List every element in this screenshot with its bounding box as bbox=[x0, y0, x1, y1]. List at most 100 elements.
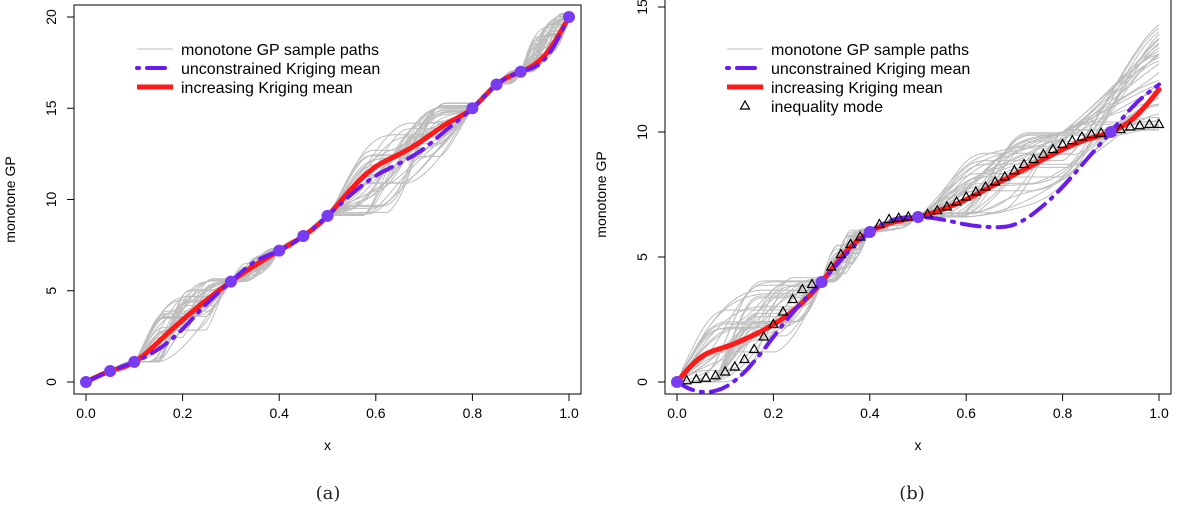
x-tick-label: 0.8 bbox=[1053, 405, 1073, 421]
observation-point bbox=[490, 78, 503, 91]
y-tick-label: 0 bbox=[634, 378, 650, 386]
inequality-mode-marker bbox=[1153, 118, 1165, 129]
inequality-mode-marker bbox=[690, 373, 702, 384]
observation-point bbox=[80, 376, 92, 388]
observation-point bbox=[563, 11, 575, 23]
y-tick-label: 5 bbox=[634, 253, 650, 261]
sample-path bbox=[676, 126, 1159, 383]
x-tick-label: 0.2 bbox=[173, 405, 193, 421]
inequality-mode-marker bbox=[796, 283, 808, 294]
observation-point bbox=[671, 376, 683, 388]
inequality-mode-marker bbox=[1143, 118, 1155, 129]
y-axis: 0 5 10 15 20 bbox=[43, 9, 75, 386]
legend-label: monotone GP sample paths bbox=[181, 42, 379, 59]
x-tick-label: 1.0 bbox=[559, 405, 579, 421]
inequality-mode-marker bbox=[1018, 158, 1030, 169]
observation-point bbox=[224, 275, 237, 288]
observation-point bbox=[815, 276, 828, 288]
inequality-mode-marker bbox=[758, 330, 770, 341]
inequality-mode-marker bbox=[873, 218, 885, 229]
inequality-mode-marker bbox=[806, 278, 818, 289]
y-tick-label: 15 bbox=[43, 100, 59, 116]
inequality-mode-marker bbox=[854, 230, 866, 241]
panel-a: 0.0 0.2 0.4 0.6 0.8 1.0 x 0 5 10 15 20 monotone GP mo… bbox=[2, 4, 582, 504]
inequality-mode-marker bbox=[738, 353, 751, 364]
inequality-mode-marker bbox=[979, 180, 992, 191]
legend-label: increasing Kriging mean bbox=[771, 80, 943, 97]
inequality-mode-marker bbox=[883, 213, 895, 224]
inequality-mode-marker bbox=[922, 208, 934, 219]
x-axis-label: x bbox=[324, 437, 331, 453]
inequality-mode-marker bbox=[1085, 128, 1098, 139]
y-axis-label: monotone GP bbox=[2, 156, 18, 242]
x-axis: 0.0 0.2 0.4 0.6 0.8 1.0 bbox=[667, 393, 1169, 421]
inequality-mode-marker bbox=[970, 185, 982, 196]
legend-label: increasing Kriging mean bbox=[181, 80, 353, 97]
observation-points bbox=[671, 126, 1117, 388]
inequality-mode-marker bbox=[1028, 153, 1040, 164]
x-tick-label: 0.6 bbox=[956, 405, 976, 421]
inequality-mode-marker bbox=[1066, 134, 1078, 145]
inequality-mode-markers bbox=[671, 118, 1165, 386]
x-tick-label: 0.4 bbox=[860, 405, 880, 421]
inequality-mode-marker bbox=[1124, 120, 1136, 131]
inequality-mode-marker bbox=[729, 360, 741, 371]
x-tick-label: 0.0 bbox=[667, 405, 687, 421]
inequality-mode-marker bbox=[767, 318, 779, 329]
caption-a: (a) bbox=[315, 483, 341, 504]
observation-point bbox=[273, 244, 286, 257]
inequality-mode-marker bbox=[931, 204, 943, 215]
inequality-mode-marker bbox=[710, 369, 722, 380]
y-axis-label: monotone GP bbox=[593, 151, 609, 237]
y-tick-label: 0 bbox=[43, 378, 59, 386]
y-axis: 0 5 10 15 bbox=[634, 0, 666, 386]
y-tick-label: 10 bbox=[43, 192, 59, 208]
inequality-mode-marker bbox=[825, 260, 837, 271]
inequality-mode-marker bbox=[1047, 143, 1059, 154]
x-axis-label: x bbox=[915, 437, 922, 453]
inequality-mode-marker bbox=[1095, 127, 1107, 137]
inequality-mode-marker bbox=[700, 372, 712, 382]
x-tick-label: 0.6 bbox=[366, 405, 386, 421]
observation-points bbox=[80, 11, 575, 388]
inequality-mode-marker bbox=[951, 195, 963, 206]
panel-b: 0.0 0.2 0.4 0.6 0.8 1.0 x 0 5 10 15 monotone GP mono… bbox=[592, 0, 1183, 520]
sample-path bbox=[676, 124, 1160, 383]
y-tick-label: 20 bbox=[43, 9, 59, 25]
x-tick-label: 0.4 bbox=[269, 405, 289, 421]
inequality-mode-marker bbox=[999, 170, 1011, 181]
inequality-mode-marker bbox=[1114, 123, 1126, 134]
y-tick-label: 15 bbox=[634, 0, 650, 15]
x-tick-label: 1.0 bbox=[1149, 405, 1169, 421]
x-axis: 0.0 0.2 0.4 0.6 0.8 1.0 bbox=[76, 393, 579, 421]
legend-label: unconstrained Kriging mean bbox=[771, 61, 970, 78]
inequality-mode-marker bbox=[941, 200, 953, 211]
inequality-mode-marker bbox=[719, 365, 731, 376]
inequality-mode-marker bbox=[787, 293, 799, 304]
observation-point bbox=[863, 226, 876, 238]
inequality-mode-marker bbox=[893, 212, 905, 222]
y-tick-label: 10 bbox=[634, 124, 650, 140]
observation-point bbox=[128, 355, 141, 368]
inequality-mode-marker bbox=[1076, 130, 1088, 141]
inequality-mode-marker bbox=[1037, 148, 1049, 159]
observation-point bbox=[514, 65, 527, 78]
inequality-mode-marker bbox=[844, 238, 857, 249]
observation-point bbox=[297, 230, 310, 242]
sample-path bbox=[676, 129, 1159, 383]
inequality-mode-marker bbox=[1134, 119, 1146, 130]
legend: monotone GP sample paths unconstrained Kr… bbox=[725, 42, 970, 116]
legend-label: monotone GP sample paths bbox=[771, 42, 969, 59]
inequality-mode-marker bbox=[1008, 164, 1020, 175]
inequality-mode-marker bbox=[902, 210, 914, 221]
sample-path bbox=[677, 129, 1159, 383]
x-tick-label: 0.0 bbox=[76, 405, 96, 421]
x-tick-label: 0.8 bbox=[463, 405, 483, 421]
inequality-mode-marker bbox=[989, 175, 1001, 186]
observation-point bbox=[1104, 126, 1117, 138]
legend-label: unconstrained Kriging mean bbox=[181, 61, 380, 78]
legend-swatch-inequality-mode bbox=[739, 99, 751, 110]
caption-b: (b) bbox=[899, 483, 925, 504]
chart-b: 0.0 0.2 0.4 0.6 0.8 1.0 x 0 5 10 15 monotone GP mono… bbox=[593, 0, 1172, 453]
sample-path bbox=[676, 123, 1159, 383]
